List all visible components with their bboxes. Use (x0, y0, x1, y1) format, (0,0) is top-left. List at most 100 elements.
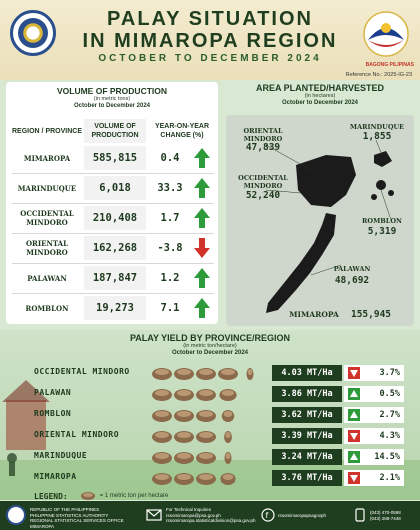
production-volume: 6,018 (84, 176, 146, 200)
area-title: AREA PLANTED/HARVESTED (255, 83, 384, 93)
phone-2[interactable]: (043) 288-7448 (370, 515, 401, 521)
yield-change: 3.7% (344, 365, 404, 381)
yield-value: 3.24 MT/Ha (272, 449, 342, 465)
sack-mark (152, 431, 172, 443)
yield-unit: (in metric ton/hectare) (183, 343, 237, 349)
sack-mark (196, 452, 216, 464)
arrow-down-icon (348, 472, 360, 484)
production-unit: (in metric tons) (93, 96, 131, 102)
footer-contacts: For Technical Inquiries rssomimaropa@psa… (166, 507, 256, 524)
row-divider (12, 233, 214, 234)
production-change: 33.3 (157, 182, 183, 194)
production-change: 1.2 (160, 272, 180, 284)
production-volume: 19,273 (84, 296, 146, 320)
yield-row: MIMAROPA 3.76 MT/Ha 2.1% (0, 468, 420, 488)
map-label-marinduque: MARINDUQUE (349, 123, 405, 131)
title-line-1: PALAY SITUATION (107, 8, 313, 30)
yield-change-value: 3.7% (379, 368, 400, 378)
header-volume: VOLUME OF PRODUCTION (84, 119, 146, 143)
agency-line-3: REGIONAL STATISTICAL SERVICES OFFICE MIM… (30, 518, 124, 529)
yield-change: 14.5% (344, 449, 404, 465)
social-icon: f (261, 508, 275, 522)
area-period: October to December 2024 (281, 100, 359, 106)
production-volume: 210,408 (84, 206, 146, 230)
arrow-up-icon (194, 178, 210, 198)
yield-row: ORIENTAL MINDORO 3.39 MT/Ha 4.3% (0, 426, 420, 446)
yield-change-value: 14.5% (374, 452, 400, 462)
arrow-up-icon (194, 148, 210, 168)
production-change: -3.8 (157, 242, 183, 254)
yield-change-value: 4.3% (379, 431, 400, 441)
yield-sacks (152, 431, 232, 443)
province-name: MIMAROPA (23, 153, 71, 163)
phone-icon (355, 508, 365, 522)
yield-change-value: 2.1% (379, 473, 400, 483)
production-row: MIMAROPA 585,815 0.4 (12, 146, 214, 170)
yield-change-value: 2.7% (379, 410, 400, 420)
province-name: OCCIDENTAL MINDORO (20, 209, 74, 227)
yield-value: 3.86 MT/Ha (272, 386, 342, 402)
production-row: MARINDUQUE 6,018 33.3 (12, 176, 214, 200)
map-label-palawan: PALAWAN (333, 265, 371, 273)
yield-change: 0.5% (344, 386, 404, 402)
arrow-up-icon (348, 409, 360, 421)
sack-mark (196, 368, 216, 380)
header-change: YEAR-ON-YEAR CHANGE (%) (154, 123, 210, 139)
production-change: 1.7 (160, 212, 180, 224)
yield-value: 3.76 MT/Ha (272, 470, 342, 486)
province-name: ORIENTAL MINDORO (25, 239, 69, 257)
sack-mark (221, 410, 235, 422)
psa-logo (10, 10, 56, 56)
period-banner: OCTOBER TO DECEMBER 2024 (98, 53, 322, 64)
sack-mark (219, 389, 237, 401)
map-value-marinduque: 1,855 (362, 131, 392, 142)
row-divider (12, 203, 214, 204)
province-name: MARINDUQUE (17, 183, 77, 193)
yield-sacks (152, 452, 232, 464)
yield-sacks (152, 410, 235, 422)
sack-mark (224, 452, 232, 464)
arrow-down-icon (194, 238, 210, 258)
tech-label: For Technical Inquiries (166, 507, 211, 512)
arrow-up-icon (348, 451, 360, 463)
map-label-romblon: ROMBLON (362, 217, 402, 225)
arrow-up-icon (194, 268, 210, 288)
legend-label: LEGEND: (34, 491, 68, 501)
arrow-up-icon (194, 208, 210, 228)
header: PALAY SITUATION IN MIMAROPA REGION OCTOB… (0, 0, 420, 80)
footer: REPUBLIC OF THE PHILIPPINES PHILIPPINE S… (0, 501, 420, 530)
map-label-occidental: OCCIDENTAL MINDORO (238, 174, 288, 190)
yield-period: October to December 2024 (171, 350, 249, 356)
footer-phones: (043) 470-0598 (043) 288-7448 (370, 510, 420, 521)
email-1[interactable]: rssomimaropa@psa.gov.ph (166, 512, 221, 518)
title-line-2: IN MIMAROPA REGION (82, 30, 338, 52)
yield-row: ROMBLON 3.62 MT/Ha 2.7% (0, 405, 420, 425)
email-2[interactable]: rssomimaropa.statisticaldivision@psa.gov… (166, 518, 256, 523)
phone-1[interactable]: (043) 470-0598 (370, 510, 401, 515)
sack-mark (152, 410, 172, 422)
yield-sacks (152, 473, 236, 485)
sack-mark (152, 389, 172, 401)
yield-province: ROMBLON (34, 409, 72, 418)
sack-mark (196, 473, 216, 485)
bagong-pilipinas-logo (363, 11, 409, 57)
yield-sacks (152, 389, 237, 401)
yield-change: 4.3% (344, 428, 404, 444)
social-handle[interactable]: rssomimaropapsagovph (278, 513, 327, 518)
arrow-down-icon (348, 430, 360, 442)
sack-mark (196, 431, 216, 443)
sack-mark (224, 431, 232, 443)
province-name: ROMBLON (25, 303, 69, 313)
yield-province: MIMAROPA (34, 472, 77, 481)
row-divider (12, 173, 214, 174)
province-name: PALAWAN (27, 273, 67, 283)
legend: LEGEND: = 1 metric ton per hectare (34, 489, 168, 503)
yield-row: OCCIDENTAL MINDORO 4.03 MT/Ha 3.7% (0, 363, 420, 383)
area-unit: (in hectares) (304, 93, 336, 99)
mimaropa-map (265, 139, 394, 313)
production-volume: 187,847 (84, 266, 146, 290)
arrow-up-icon (194, 298, 210, 318)
map-value-oriental: 47,839 (245, 142, 281, 153)
email-icon (146, 509, 162, 521)
yield-sacks (152, 368, 254, 380)
